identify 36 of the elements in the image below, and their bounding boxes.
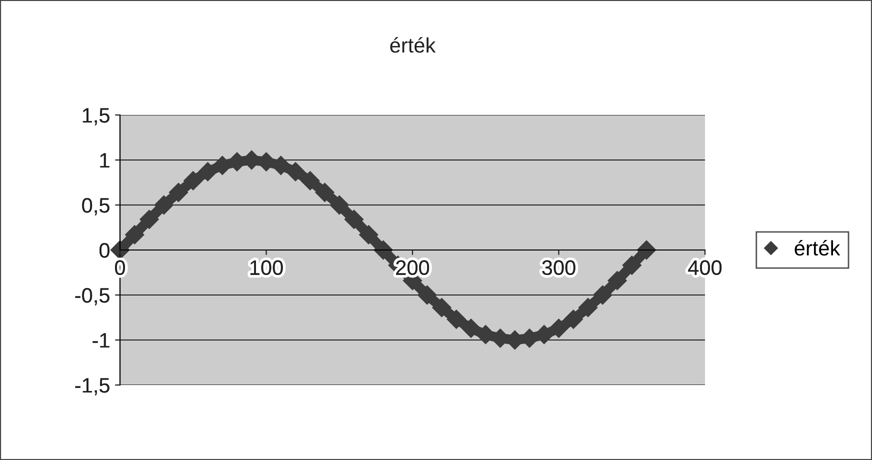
y-tick-label: -1	[92, 333, 110, 348]
point	[168, 182, 188, 202]
point	[125, 225, 144, 244]
point	[140, 210, 159, 229]
legend-label: érték	[794, 240, 840, 256]
point	[330, 195, 349, 215]
point	[461, 318, 481, 338]
point	[315, 182, 334, 202]
point	[608, 271, 627, 290]
y-tick-label: -0,5	[75, 288, 110, 306]
point	[198, 162, 218, 182]
y-tick-label: 0	[100, 243, 110, 258]
chart-title: érték	[390, 37, 436, 53]
y-tick-label: 1,5	[82, 108, 110, 126]
x-tick-label: 400	[688, 260, 722, 276]
point	[286, 162, 306, 182]
point	[418, 285, 437, 305]
point	[578, 298, 598, 318]
point	[374, 240, 393, 260]
point	[154, 195, 174, 215]
point	[622, 256, 642, 275]
x-tick-label: 300	[542, 260, 576, 276]
y-tick-label: 1	[100, 153, 110, 168]
point	[432, 298, 452, 318]
y-tick-label: 0,5	[82, 198, 110, 216]
point	[300, 171, 320, 190]
y-tick-label: -1,5	[75, 378, 110, 396]
x-tick-label: 100	[250, 260, 283, 276]
point	[359, 225, 378, 244]
point	[564, 310, 583, 329]
point	[446, 310, 466, 329]
point	[636, 240, 656, 260]
point	[593, 285, 612, 305]
point	[549, 318, 568, 338]
point	[344, 210, 364, 229]
point	[184, 171, 203, 190]
